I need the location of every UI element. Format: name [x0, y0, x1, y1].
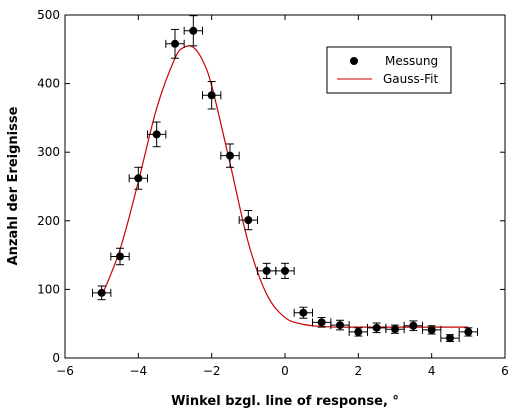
y-tick-label: 200	[37, 214, 60, 228]
y-tick-label: 300	[37, 145, 60, 159]
fit-layer	[101, 45, 469, 328]
x-axis-label: Winkel bzgl. line of response, °	[171, 394, 399, 409]
data-point	[385, 324, 405, 334]
data-point	[147, 121, 167, 148]
x-tick-label: 4	[428, 364, 436, 378]
data-point	[202, 81, 222, 110]
data-point-marker	[299, 308, 308, 317]
data-point-marker	[372, 323, 381, 332]
data-point	[238, 210, 258, 231]
data-point-marker	[336, 321, 344, 330]
y-tick-label: 100	[37, 282, 60, 296]
y-tick-label: 400	[37, 77, 60, 91]
data-point-marker	[262, 266, 271, 275]
data-point-marker	[171, 39, 179, 48]
axis-ticks: −6 −4 −2 0 2 4 6 0 100 200 300 400 500	[37, 8, 509, 378]
data-point-marker	[427, 325, 436, 334]
data-point-marker	[134, 174, 143, 183]
data-point-marker	[464, 327, 473, 336]
data-point-marker	[409, 321, 418, 330]
data-point	[275, 262, 295, 279]
legend-label-gauss-fit: Gauss-Fit	[383, 72, 438, 86]
data-point-marker	[226, 151, 234, 160]
data-point-marker	[281, 266, 289, 275]
data-point-marker	[446, 334, 454, 343]
x-tick-label: 0	[281, 364, 289, 378]
data-point	[367, 322, 387, 334]
data-point-marker	[207, 91, 216, 100]
data-point-marker	[97, 288, 106, 297]
points-layer	[92, 15, 478, 343]
y-axis-label: Anzahl der Ereignisse	[6, 106, 21, 265]
data-point-marker	[116, 252, 124, 261]
data-point	[128, 166, 148, 190]
data-point-marker	[317, 318, 326, 327]
y-tick-label: 0	[52, 351, 60, 365]
x-tick-label: −2	[203, 364, 221, 378]
data-point-marker	[354, 327, 363, 336]
data-point-marker	[391, 325, 399, 334]
data-point	[293, 306, 313, 319]
data-point	[422, 325, 442, 335]
x-tick-label: −6	[56, 364, 74, 378]
data-point-marker	[244, 216, 253, 225]
data-point	[110, 247, 130, 266]
data-point	[92, 285, 112, 301]
legend: Messung Gauss-Fit	[326, 46, 452, 94]
gauss-fit-line	[101, 45, 469, 328]
data-point-marker	[189, 26, 198, 35]
data-point	[458, 327, 478, 337]
legend-box	[326, 46, 452, 94]
data-point	[348, 327, 368, 337]
data-point	[440, 334, 460, 343]
x-tick-label: 2	[355, 364, 363, 378]
legend-label-messung: Messung	[385, 54, 438, 68]
data-point	[165, 28, 185, 59]
data-point	[330, 319, 350, 331]
data-point	[220, 143, 240, 168]
x-tick-label: 6	[501, 364, 509, 378]
x-tick-label: −4	[129, 364, 147, 378]
data-point	[183, 15, 203, 47]
legend-marker-messung	[350, 57, 358, 65]
data-point	[257, 262, 277, 279]
y-tick-label: 500	[37, 8, 60, 22]
data-point	[403, 320, 423, 332]
data-point-marker	[152, 130, 161, 139]
